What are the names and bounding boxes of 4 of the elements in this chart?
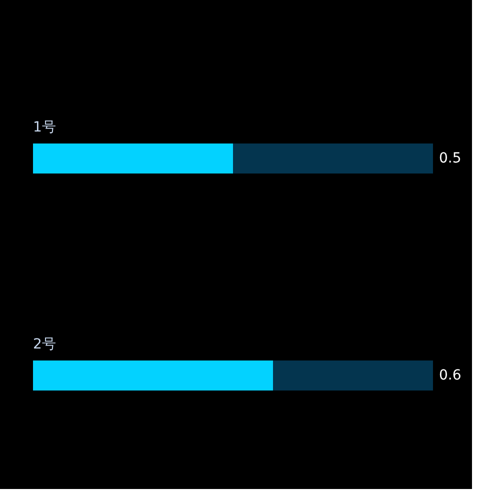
y-tick-label: 1号 xyxy=(33,120,56,136)
data-label: 0.5 xyxy=(439,150,462,166)
data-label: 0.6 xyxy=(439,368,462,384)
y-tick-label: 2号 xyxy=(33,336,56,352)
